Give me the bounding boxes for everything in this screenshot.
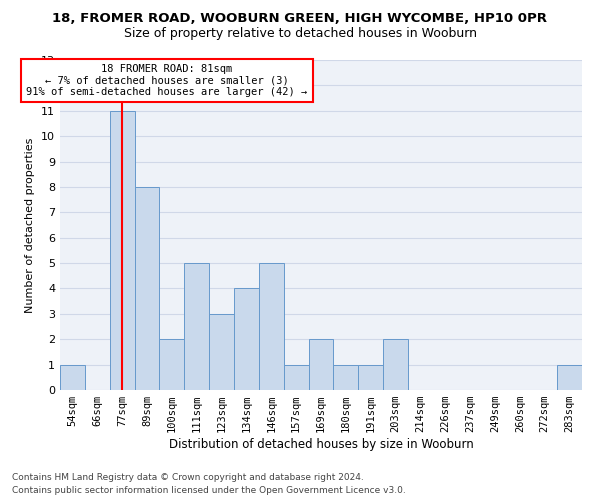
Bar	[358, 364, 383, 390]
Bar	[284, 364, 308, 390]
Y-axis label: Number of detached properties: Number of detached properties	[25, 138, 35, 312]
Text: 18 FROMER ROAD: 81sqm
← 7% of detached houses are smaller (3)
91% of semi-detach: 18 FROMER ROAD: 81sqm ← 7% of detached h…	[26, 64, 308, 97]
Bar	[234, 288, 259, 390]
Text: 18, FROMER ROAD, WOOBURN GREEN, HIGH WYCOMBE, HP10 0PR: 18, FROMER ROAD, WOOBURN GREEN, HIGH WYC…	[53, 12, 548, 26]
Bar	[334, 364, 358, 390]
Bar	[259, 263, 284, 390]
Bar	[184, 263, 209, 390]
Bar	[209, 314, 234, 390]
X-axis label: Distribution of detached houses by size in Wooburn: Distribution of detached houses by size …	[169, 438, 473, 451]
Bar	[60, 364, 85, 390]
Bar	[308, 339, 334, 390]
Bar	[557, 364, 582, 390]
Bar	[110, 111, 134, 390]
Text: Contains public sector information licensed under the Open Government Licence v3: Contains public sector information licen…	[12, 486, 406, 495]
Bar	[383, 339, 408, 390]
Text: Contains HM Land Registry data © Crown copyright and database right 2024.: Contains HM Land Registry data © Crown c…	[12, 474, 364, 482]
Bar	[134, 187, 160, 390]
Bar	[160, 339, 184, 390]
Text: Size of property relative to detached houses in Wooburn: Size of property relative to detached ho…	[124, 28, 476, 40]
